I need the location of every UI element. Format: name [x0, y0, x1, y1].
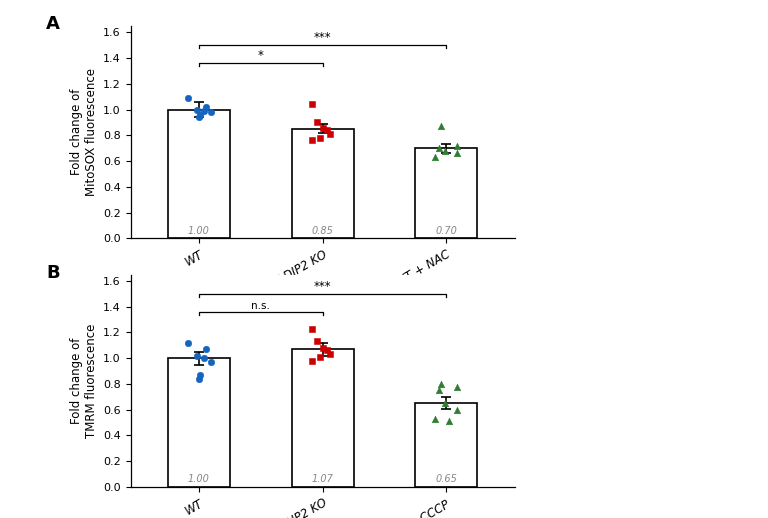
Point [198, 107, 210, 115]
Point [204, 358, 217, 366]
Point [429, 153, 441, 161]
Point [204, 108, 217, 116]
Bar [167, 110, 230, 238]
Point [306, 324, 318, 333]
Point [443, 417, 455, 425]
Point [451, 149, 463, 157]
Point [433, 386, 445, 395]
Point [439, 147, 452, 155]
Point [316, 344, 329, 352]
Point [321, 347, 333, 355]
Bar [292, 129, 353, 238]
Text: A: A [46, 16, 60, 33]
Y-axis label: Fold change of
TMRM fluorescence: Fold change of TMRM fluorescence [70, 324, 98, 438]
Y-axis label: Fold change of
MitoSOX fluorescence: Fold change of MitoSOX fluorescence [70, 68, 98, 196]
Bar [415, 403, 478, 487]
Point [313, 134, 326, 142]
Point [311, 118, 323, 126]
Point [194, 371, 206, 379]
Text: 0.65: 0.65 [435, 474, 458, 484]
Point [311, 337, 323, 346]
Point [435, 380, 447, 388]
Text: n.s.: n.s. [251, 300, 270, 311]
Point [451, 382, 463, 391]
Point [435, 122, 447, 131]
Point [306, 100, 318, 109]
Text: B: B [46, 264, 60, 282]
Point [193, 113, 205, 121]
Point [200, 103, 212, 111]
Text: *: * [258, 49, 263, 62]
Bar [292, 349, 353, 487]
Point [439, 399, 452, 407]
Point [324, 130, 336, 138]
Point [451, 406, 463, 414]
Point [313, 353, 326, 361]
Text: 1.00: 1.00 [187, 226, 210, 236]
Point [321, 126, 333, 134]
Point [324, 350, 336, 358]
Point [198, 354, 210, 363]
Text: 0.85: 0.85 [312, 226, 333, 236]
Text: ***: *** [314, 280, 331, 293]
Text: 1.00: 1.00 [187, 474, 210, 484]
Point [433, 144, 445, 152]
Text: 0.70: 0.70 [435, 226, 458, 236]
Point [191, 352, 204, 360]
Point [316, 123, 329, 132]
Point [306, 136, 318, 145]
Point [193, 375, 205, 383]
Point [194, 110, 206, 119]
Bar [167, 358, 230, 487]
Point [200, 345, 212, 353]
Point [182, 94, 194, 102]
Text: 1.07: 1.07 [312, 474, 333, 484]
Point [182, 339, 194, 347]
Bar [415, 148, 478, 238]
Text: ***: *** [314, 31, 331, 44]
Point [451, 141, 463, 150]
Point [191, 106, 204, 114]
Point [306, 356, 318, 365]
Point [429, 414, 441, 423]
